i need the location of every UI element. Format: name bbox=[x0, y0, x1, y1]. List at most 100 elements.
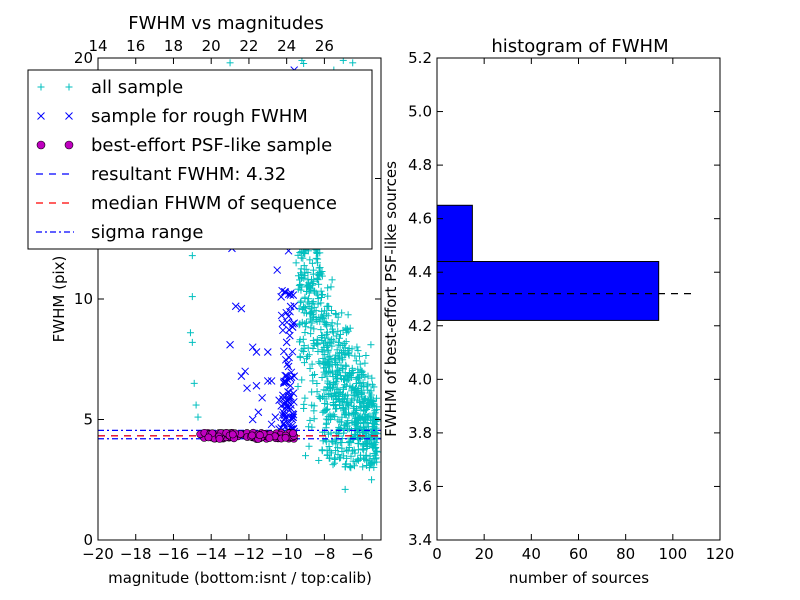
all-sample-point bbox=[326, 363, 334, 371]
legend-entry-median-fwhm: median FHWM of sequence bbox=[91, 193, 337, 214]
right-y-axis-label: FWHM of best-effort PSF-like sources bbox=[382, 161, 400, 437]
all-sample-point bbox=[335, 341, 343, 349]
all-sample-point bbox=[361, 455, 369, 463]
all-sample-point bbox=[354, 347, 362, 355]
all-sample-point bbox=[322, 438, 330, 446]
all-sample-point bbox=[342, 362, 350, 370]
all-sample-point bbox=[322, 420, 330, 428]
all-sample-point bbox=[324, 292, 332, 300]
all-sample-point bbox=[332, 361, 340, 369]
all-sample-point bbox=[333, 374, 341, 382]
x-tick-label: −14 bbox=[195, 545, 227, 563]
legend-entry-psf-sample: best-effort PSF-like sample bbox=[91, 135, 332, 156]
rough-sample-point bbox=[279, 326, 287, 335]
all-sample-point bbox=[356, 402, 364, 410]
rough-sample-point bbox=[284, 362, 293, 371]
all-sample-point bbox=[321, 364, 329, 372]
all-sample-point bbox=[307, 324, 315, 332]
x-tick-label: 100 bbox=[659, 545, 688, 563]
all-sample-point bbox=[332, 447, 340, 455]
all-sample-point bbox=[330, 459, 338, 467]
all-sample-point bbox=[328, 393, 336, 401]
all-sample-point bbox=[298, 283, 306, 291]
all-sample-point bbox=[323, 322, 331, 330]
all-sample-point bbox=[321, 351, 329, 359]
psf-sample-point bbox=[256, 431, 264, 440]
all-sample-point bbox=[342, 410, 350, 418]
all-sample-point bbox=[371, 444, 379, 452]
all-sample-point bbox=[370, 414, 378, 422]
all-sample-point bbox=[323, 400, 331, 408]
rough-sample-point bbox=[226, 340, 234, 349]
rough-sample-point bbox=[241, 367, 250, 376]
y-tick-label: 10 bbox=[74, 290, 93, 308]
all-sample-point bbox=[298, 376, 306, 384]
all-sample-point bbox=[315, 392, 323, 400]
y-tick-label: 4.0 bbox=[408, 370, 432, 388]
all-sample-point bbox=[329, 329, 337, 337]
all-sample-point bbox=[342, 351, 350, 359]
all-sample-point bbox=[194, 413, 202, 421]
all-sample-point bbox=[295, 321, 303, 329]
all-sample-point bbox=[310, 325, 318, 333]
rough-sample-point bbox=[277, 292, 285, 301]
all-sample-point bbox=[344, 311, 352, 319]
rough-sample-point bbox=[237, 304, 246, 313]
all-sample-point bbox=[319, 313, 327, 321]
all-sample-point bbox=[371, 407, 379, 415]
y-tick-label: 5 bbox=[83, 411, 93, 429]
all-sample-point bbox=[365, 400, 373, 408]
histogram-bar bbox=[436, 204, 473, 263]
all-sample-point bbox=[359, 423, 367, 431]
all-sample-point bbox=[302, 281, 310, 289]
all-sample-point bbox=[315, 456, 323, 464]
all-sample-point bbox=[370, 463, 378, 471]
all-sample-point bbox=[328, 276, 336, 284]
all-sample-point bbox=[323, 343, 331, 351]
all-sample-point bbox=[368, 476, 376, 484]
x-tick-label: −16 bbox=[158, 545, 190, 563]
psf-sample-point bbox=[281, 433, 290, 442]
all-sample-point bbox=[318, 374, 326, 382]
all-sample-point bbox=[364, 380, 372, 388]
all-sample-point bbox=[352, 357, 360, 365]
all-sample-point bbox=[306, 256, 314, 264]
rough-sample-point bbox=[288, 413, 297, 421]
all-sample-point bbox=[316, 249, 324, 257]
all-sample-point bbox=[306, 365, 314, 373]
rough-sample-point bbox=[278, 286, 286, 295]
all-sample-point bbox=[298, 273, 306, 281]
all-sample-point bbox=[300, 342, 308, 350]
psf-sample-point bbox=[215, 434, 224, 443]
all-sample-point bbox=[310, 415, 318, 423]
rough-sample-point bbox=[263, 377, 272, 385]
all-sample-point bbox=[366, 412, 374, 420]
y-tick-label: 5.0 bbox=[408, 103, 432, 121]
rough-sample-point bbox=[285, 353, 293, 362]
all-sample-point bbox=[315, 271, 323, 279]
all-sample-point bbox=[353, 431, 361, 439]
all-sample-point bbox=[332, 440, 340, 448]
left-scatter-chart: −20−18−16−14−12−10−8−6051015201416182022… bbox=[27, 13, 382, 587]
all-sample-point bbox=[343, 454, 351, 462]
all-sample-point bbox=[350, 391, 358, 399]
all-sample-point bbox=[323, 372, 331, 380]
all-sample-point bbox=[324, 356, 332, 364]
all-sample-point bbox=[368, 381, 376, 389]
all-sample-point bbox=[347, 464, 355, 472]
rough-sample-point bbox=[248, 343, 257, 352]
all-sample-point bbox=[354, 440, 362, 448]
all-sample-point bbox=[358, 382, 366, 390]
all-sample-point bbox=[317, 299, 325, 307]
all-sample-point bbox=[292, 259, 300, 267]
all-sample-point bbox=[327, 306, 335, 314]
all-sample-point bbox=[357, 379, 365, 387]
all-sample-point bbox=[345, 369, 353, 377]
rough-sample-point bbox=[283, 360, 292, 368]
right-x-axis-label: number of sources bbox=[509, 569, 649, 587]
rough-sample-point bbox=[281, 414, 290, 423]
left-chart-title: FWHM vs magnitudes bbox=[128, 13, 323, 34]
all-sample-point bbox=[354, 414, 362, 422]
all-sample-point bbox=[339, 390, 347, 398]
x-tick-label: −18 bbox=[120, 545, 152, 563]
